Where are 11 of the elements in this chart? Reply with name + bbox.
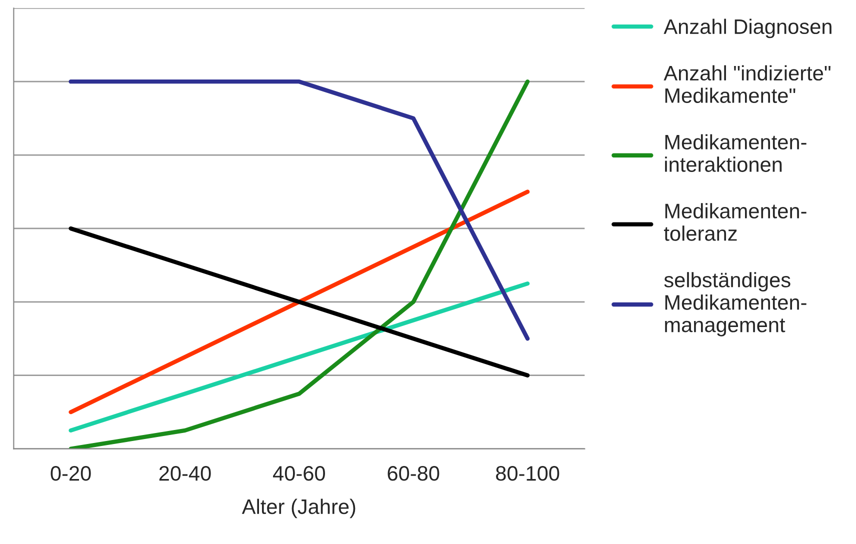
legend-label: selbständiges Medikamenten- management	[664, 272, 806, 336]
x-axis-title: Alter (Jahre)	[242, 498, 356, 518]
x-tick-label: 20-40	[159, 466, 211, 481]
x-tick-label: 40-60	[273, 466, 325, 481]
legend-label: Anzahl Diagnosen	[664, 18, 832, 38]
legend-label: Anzahl "indizierte" Medikamente"	[664, 65, 830, 103]
x-tick-label: 0-20	[50, 466, 91, 481]
legend-label: Medikamenten- toleranz	[664, 203, 806, 241]
x-tick-label: 80-100	[496, 466, 560, 481]
legend-label: Medikamenten- interaktionen	[665, 134, 806, 172]
x-tick-label: 60-80	[388, 466, 440, 481]
